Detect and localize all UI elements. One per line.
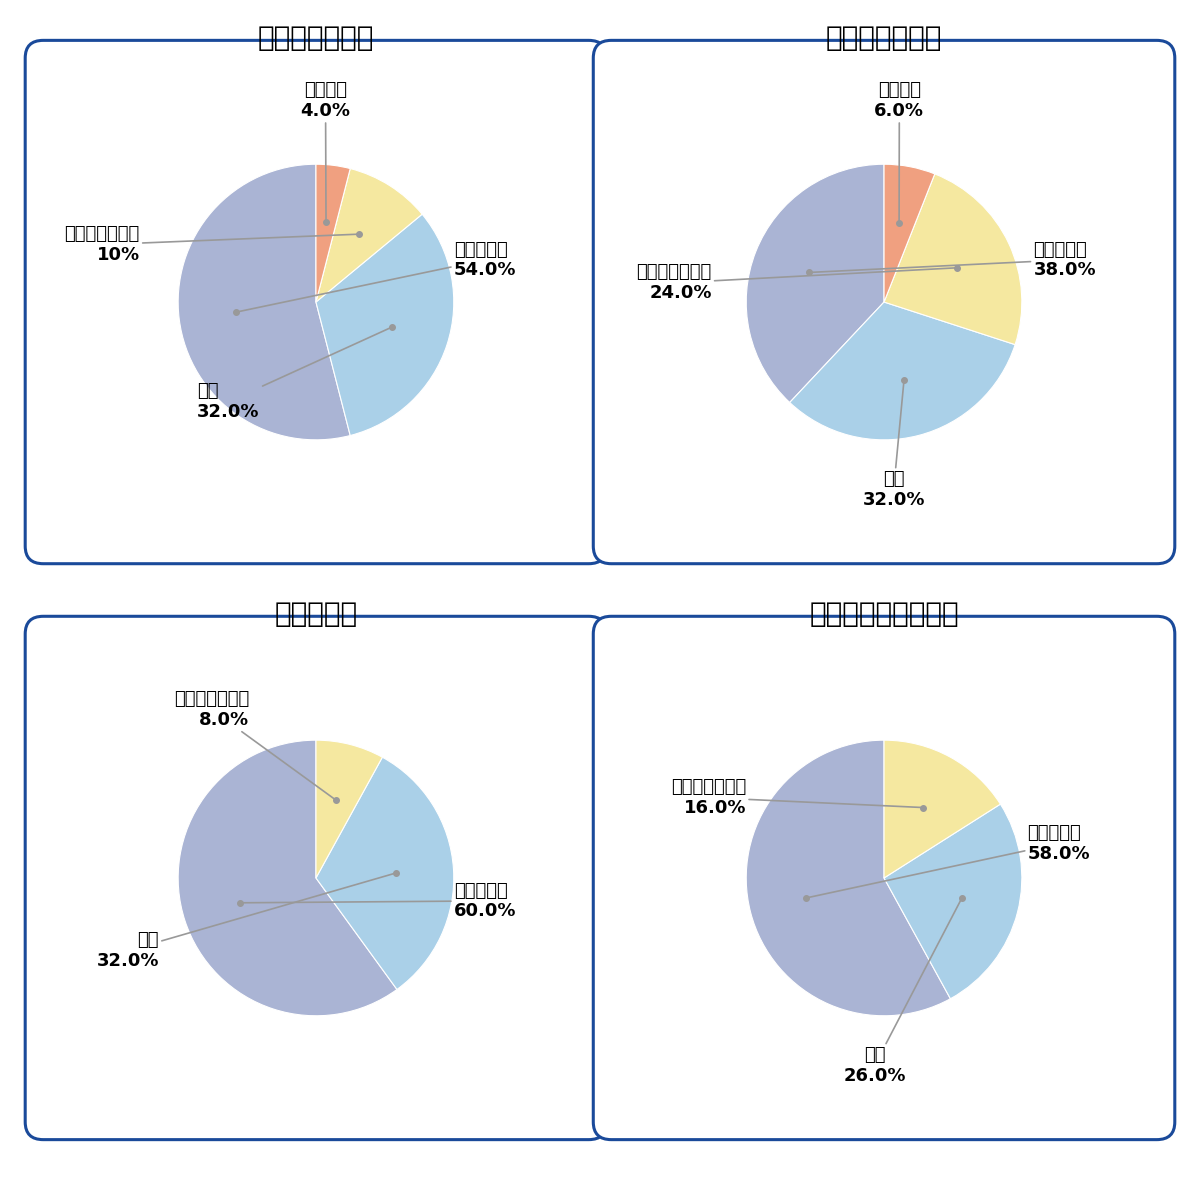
Title: つながりやすさ: つながりやすさ xyxy=(826,24,942,52)
Wedge shape xyxy=(178,164,350,440)
Wedge shape xyxy=(178,740,397,1016)
Text: 満足
32.0%: 満足 32.0% xyxy=(96,873,396,970)
Text: どちらでもない
8.0%: どちらでもない 8.0% xyxy=(174,690,336,800)
Text: 満足
32.0%: 満足 32.0% xyxy=(197,327,392,421)
Wedge shape xyxy=(316,758,454,990)
Text: 満足
32.0%: 満足 32.0% xyxy=(863,380,925,510)
Wedge shape xyxy=(884,804,1022,998)
Wedge shape xyxy=(884,173,1022,345)
Text: 非常に満足
58.0%: 非常に満足 58.0% xyxy=(806,824,1091,898)
Wedge shape xyxy=(884,164,935,302)
Text: 非常に満足
60.0%: 非常に満足 60.0% xyxy=(240,881,516,920)
Wedge shape xyxy=(316,215,454,435)
Wedge shape xyxy=(884,740,1001,878)
Text: 非常に満足
54.0%: 非常に満足 54.0% xyxy=(236,241,516,312)
Title: 対応マナー: 対応マナー xyxy=(275,601,358,628)
Text: 非常に満足
38.0%: 非常に満足 38.0% xyxy=(809,241,1096,280)
Title: サポート満足度: サポート満足度 xyxy=(258,24,374,52)
Wedge shape xyxy=(316,164,350,302)
Wedge shape xyxy=(316,169,422,302)
Text: どちらでもない
10%: どちらでもない 10% xyxy=(65,225,359,264)
Text: どちらでもない
24.0%: どちらでもない 24.0% xyxy=(636,263,956,302)
Text: やや不満
4.0%: やや不満 4.0% xyxy=(300,81,350,222)
Title: 説明のわかりやすさ: 説明のわかりやすさ xyxy=(809,601,959,628)
Text: やや不満
6.0%: やや不満 6.0% xyxy=(875,81,924,223)
Wedge shape xyxy=(316,740,383,878)
Text: どちらでもない
16.0%: どちらでもない 16.0% xyxy=(671,778,923,817)
Wedge shape xyxy=(746,164,884,402)
Wedge shape xyxy=(746,740,950,1016)
Text: 満足
26.0%: 満足 26.0% xyxy=(844,898,962,1086)
Wedge shape xyxy=(790,302,1015,440)
